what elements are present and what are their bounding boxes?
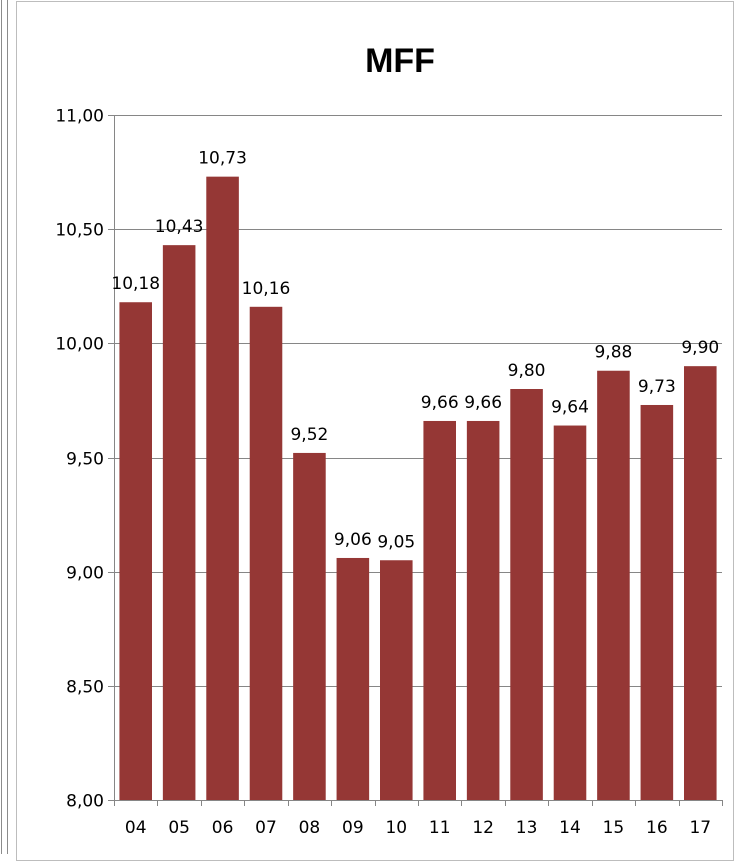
bar (336, 557, 370, 800)
data-label: 9,66 (421, 393, 459, 413)
data-label: 9,05 (377, 532, 415, 552)
data-label: 9,90 (681, 338, 719, 358)
y-tick-label: 8,50 (66, 678, 104, 698)
x-axis-tick-labels: 04 05 06 07 08 09 10 11 12 13 14 15 16 17 (125, 818, 711, 838)
bar (249, 306, 283, 800)
data-label: 9,66 (464, 393, 502, 413)
x-tick-label: 05 (168, 818, 190, 838)
gridlines (114, 115, 722, 687)
x-tick-label: 10 (385, 818, 407, 838)
data-labels: 10,18 10,43 10,73 10,16 9,52 9,06 9,05 9,66 9,66… (111, 149, 719, 553)
data-label: 10,16 (242, 279, 291, 299)
x-tick-label: 14 (559, 818, 581, 838)
x-tick-label: 13 (516, 818, 538, 838)
axes (108, 115, 723, 806)
bar (466, 420, 500, 800)
y-tick-label: 11,00 (55, 107, 104, 127)
bar (206, 176, 239, 800)
data-label: 10,43 (155, 217, 204, 237)
y-axis-tick-labels: 8,00 8,50 9,00 9,50 10,00 10,50 11,00 (55, 107, 104, 812)
bar (293, 452, 326, 800)
data-label: 9,52 (290, 425, 328, 445)
x-tick-label: 16 (646, 818, 668, 838)
bar (684, 366, 717, 800)
bar (162, 245, 196, 800)
bar (119, 302, 152, 800)
y-tick-label: 10,50 (55, 221, 104, 241)
data-label: 9,64 (551, 398, 589, 418)
x-tick-label: 07 (255, 818, 277, 838)
bar (553, 425, 587, 800)
x-tick-label: 11 (429, 818, 451, 838)
left-border-line (1, 0, 2, 854)
bar (597, 370, 630, 800)
x-tick-label: 15 (603, 818, 625, 838)
data-label: 10,73 (198, 149, 247, 169)
bar (380, 560, 413, 800)
left-border-lines (0, 0, 14, 854)
y-tick-label: 8,00 (66, 792, 104, 812)
chart-title: MFF (365, 42, 435, 80)
bars (119, 176, 717, 800)
bar (640, 404, 674, 800)
bar (510, 389, 543, 800)
data-label: 9,88 (594, 343, 632, 363)
y-tick-label: 10,00 (55, 335, 104, 355)
data-label: 9,73 (638, 377, 676, 397)
x-tick-label: 12 (472, 818, 494, 838)
x-tick-label: 06 (212, 818, 234, 838)
y-tick-label: 9,50 (66, 450, 104, 470)
left-border-line (7, 0, 8, 854)
y-tick-label: 9,00 (66, 564, 104, 584)
data-label: 9,06 (334, 530, 372, 550)
bar (423, 420, 456, 800)
x-tick-label: 04 (125, 818, 147, 838)
data-label: 10,18 (111, 274, 160, 294)
x-tick-label: 17 (689, 818, 711, 838)
x-tick-label: 09 (342, 818, 364, 838)
data-label: 9,80 (508, 361, 546, 381)
x-tick-label: 08 (299, 818, 321, 838)
